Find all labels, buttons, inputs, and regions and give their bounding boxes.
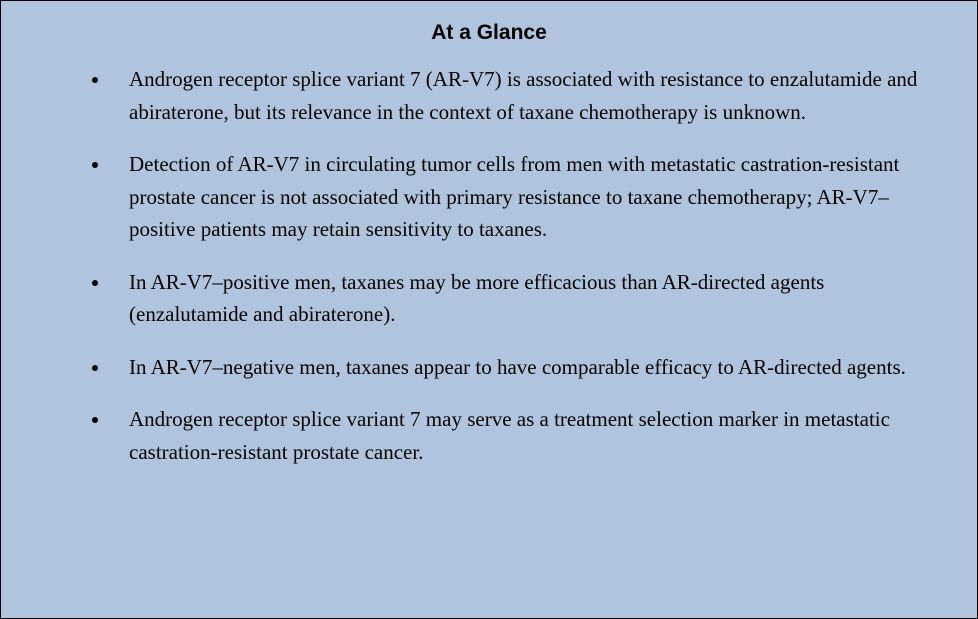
at-a-glance-panel: At a Glance Androgen receptor splice var… xyxy=(0,0,978,619)
list-item: Androgen receptor splice variant 7 (AR-V… xyxy=(111,63,937,128)
list-item: Androgen receptor splice variant 7 may s… xyxy=(111,403,937,468)
list-item: In AR-V7–negative men, taxanes appear to… xyxy=(111,351,937,384)
list-item: Detection of AR-V7 in circulating tumor … xyxy=(111,148,937,246)
list-item: In AR-V7–positive men, taxanes may be mo… xyxy=(111,266,937,331)
bullet-list: Androgen receptor splice variant 7 (AR-V… xyxy=(41,63,937,468)
panel-title: At a Glance xyxy=(41,21,937,45)
